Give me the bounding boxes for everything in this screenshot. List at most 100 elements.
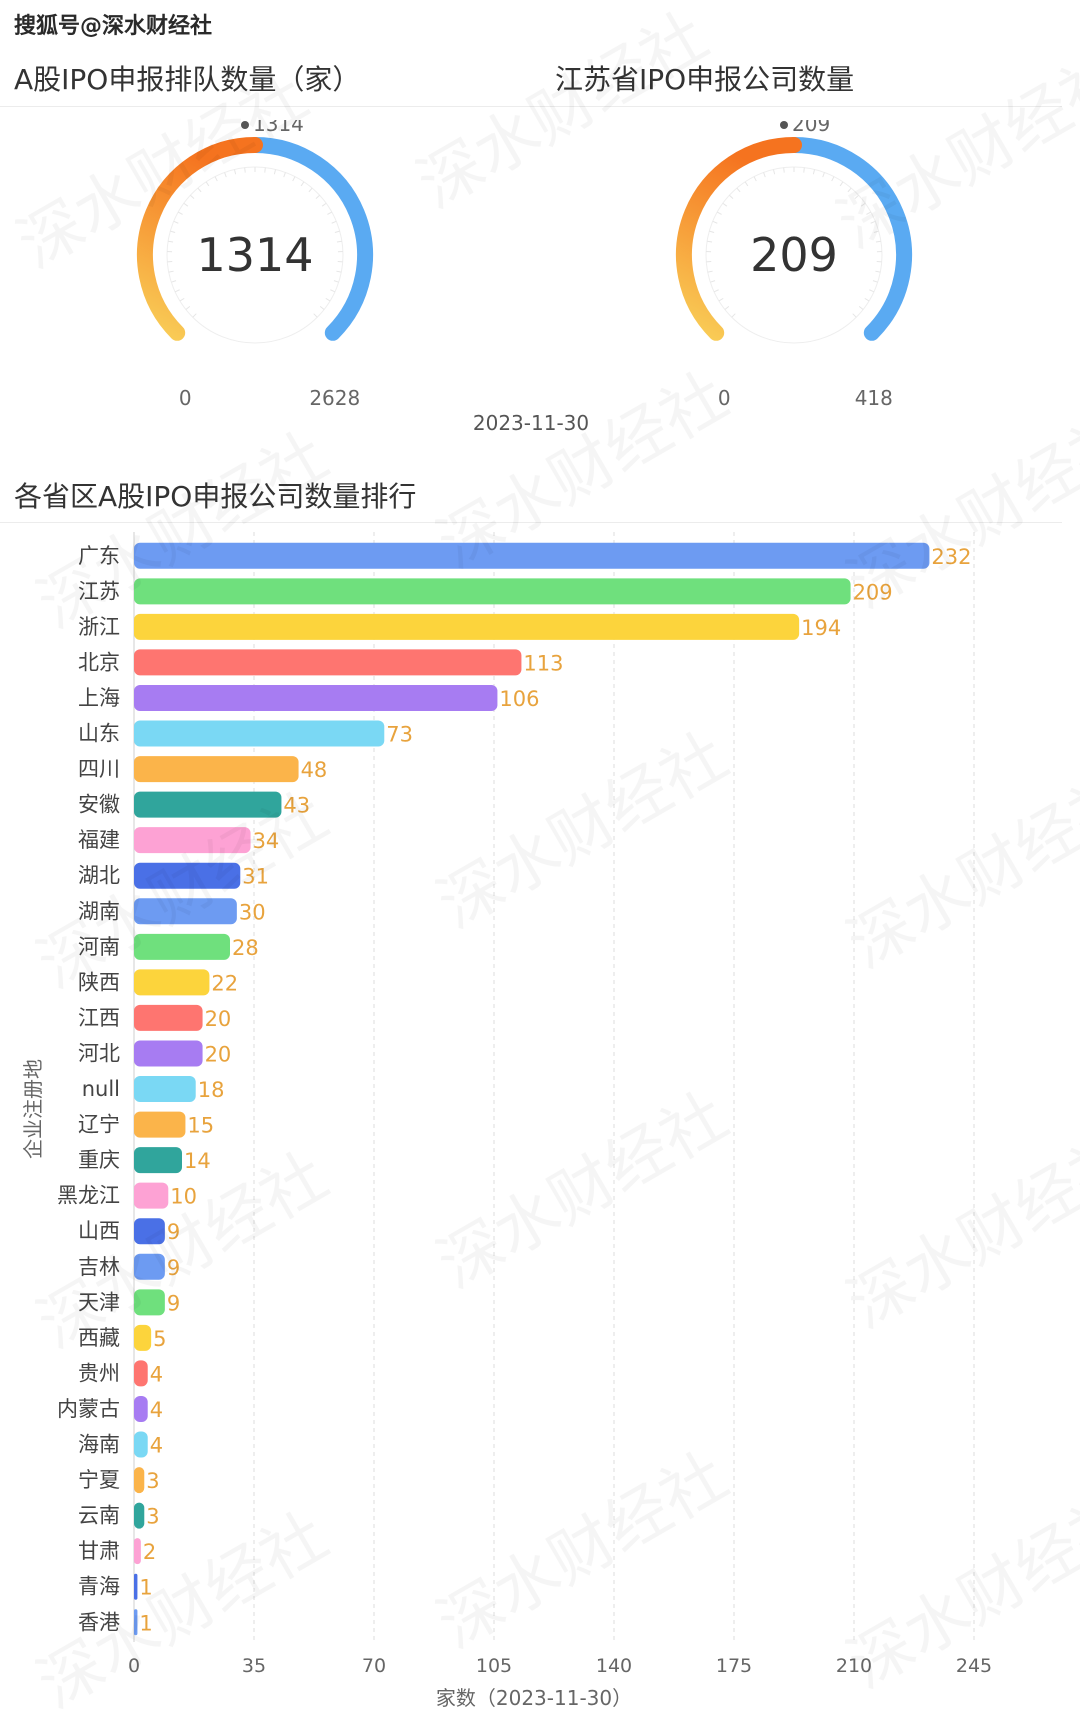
gauge-tick: [839, 181, 844, 187]
value-label: 10: [170, 1185, 197, 1209]
gauge-tick: [783, 167, 785, 173]
category-label: 湖北: [78, 864, 120, 888]
gauge-tick: [177, 211, 183, 215]
category-label: 陕西: [78, 970, 120, 994]
bar: [134, 1573, 138, 1600]
gauge-tick: [174, 289, 180, 293]
gauge-tick: [718, 297, 724, 302]
gauge-tick: [707, 240, 713, 243]
gauge-min-label: 0: [718, 386, 731, 410]
gauge-tick: [336, 240, 342, 243]
gauge-tick: [197, 187, 202, 193]
gauge-date: 2023-11-30: [472, 411, 590, 435]
category-label: 江西: [78, 1006, 120, 1030]
category-label: 黑龙江: [57, 1184, 120, 1208]
gauge-tick: [308, 187, 313, 193]
gauge-tick: [812, 169, 816, 175]
bar: [134, 827, 251, 854]
gauge-center-value: 1314: [196, 228, 313, 282]
category-label: 广东: [78, 544, 120, 568]
gauge-tick: [847, 187, 852, 193]
category-label: null: [82, 1077, 120, 1101]
gauge-tick: [336, 270, 342, 273]
gauge-center-value: 209: [750, 228, 838, 282]
value-label: 4: [150, 1362, 163, 1386]
value-label: 15: [187, 1114, 214, 1138]
gauge-tick: [244, 167, 246, 173]
gauge-remaining-arc: [786, 137, 913, 341]
gauge-tick: [744, 181, 749, 187]
gauge-total: 1314 1314 0 2628: [136, 120, 374, 410]
gauge-tick: [869, 289, 875, 293]
gauge-tick: [724, 305, 730, 310]
gauge-tick: [860, 202, 866, 207]
category-label: 青海: [78, 1575, 120, 1599]
bar: [134, 1289, 165, 1316]
gauge-marker-label: 1314: [253, 120, 304, 136]
gauge-tick: [185, 305, 191, 310]
value-label: 1: [139, 1611, 152, 1635]
gauge-tick: [866, 211, 872, 215]
gauge-tick: [763, 172, 766, 178]
bar: [134, 684, 498, 711]
category-label: 江苏: [78, 579, 120, 603]
gauge-tick: [716, 211, 722, 215]
value-label: 113: [523, 651, 563, 675]
bar: [134, 1253, 165, 1280]
gauge-tick: [192, 313, 197, 318]
gauge-tick: [168, 270, 174, 273]
bar: [134, 791, 282, 818]
category-label: 天津: [78, 1290, 120, 1314]
gauge-tick: [872, 280, 878, 283]
category-label: 四川: [78, 757, 120, 781]
gauge-tick: [331, 220, 337, 224]
gauge-tick: [190, 194, 195, 200]
gauge-tick: [300, 181, 305, 187]
gauge-tick: [864, 297, 870, 302]
gauge-tick: [334, 230, 340, 233]
bar: [134, 898, 237, 925]
gauge-max-label: 418: [855, 386, 893, 410]
x-tick-label: 210: [836, 1655, 872, 1677]
x-axis-label: 家数（2023-11-30）: [436, 1686, 632, 1710]
value-label: 20: [205, 1042, 232, 1066]
bar: [134, 1360, 148, 1387]
gauge-tick: [854, 194, 859, 200]
value-label: 34: [253, 829, 280, 853]
gauge-tick: [179, 297, 185, 302]
category-label: 云南: [78, 1504, 120, 1528]
value-label: 232: [931, 545, 971, 569]
x-tick-label: 175: [716, 1655, 752, 1677]
gauge-tick: [729, 194, 734, 200]
bar: [134, 720, 385, 747]
gauge-remaining-arc: [247, 137, 374, 341]
bar: [134, 649, 522, 676]
value-label: 73: [386, 723, 413, 747]
category-label: 贵州: [78, 1361, 120, 1385]
gauge-tick: [183, 202, 189, 207]
gauge-tick: [313, 313, 318, 318]
value-label: 9: [167, 1256, 180, 1280]
gauge-tick: [710, 280, 716, 283]
bar: [134, 1076, 196, 1103]
category-label: 甘肃: [78, 1539, 120, 1563]
value-label: 9: [167, 1291, 180, 1315]
gauge-marker-label: 209: [792, 120, 830, 136]
category-label: 山西: [78, 1219, 120, 1243]
gauge-jiangsu: 209 209 0 418: [675, 120, 913, 410]
divider-top: [0, 106, 1062, 107]
bar: [134, 1147, 182, 1174]
gauge-tick: [224, 172, 227, 178]
gauge-tick: [330, 289, 336, 293]
category-label: 北京: [78, 650, 120, 674]
x-tick-label: 245: [956, 1655, 992, 1677]
gauge-tick: [722, 202, 728, 207]
source-label: 搜狐号@深水财经社: [14, 14, 213, 39]
gauge-tick: [315, 194, 320, 200]
value-label: 43: [283, 794, 310, 818]
gauge-tick: [831, 176, 835, 182]
category-label: 辽宁: [78, 1113, 120, 1137]
bar: [134, 1182, 169, 1209]
category-label: 香港: [78, 1610, 120, 1634]
bar: [134, 1467, 145, 1494]
